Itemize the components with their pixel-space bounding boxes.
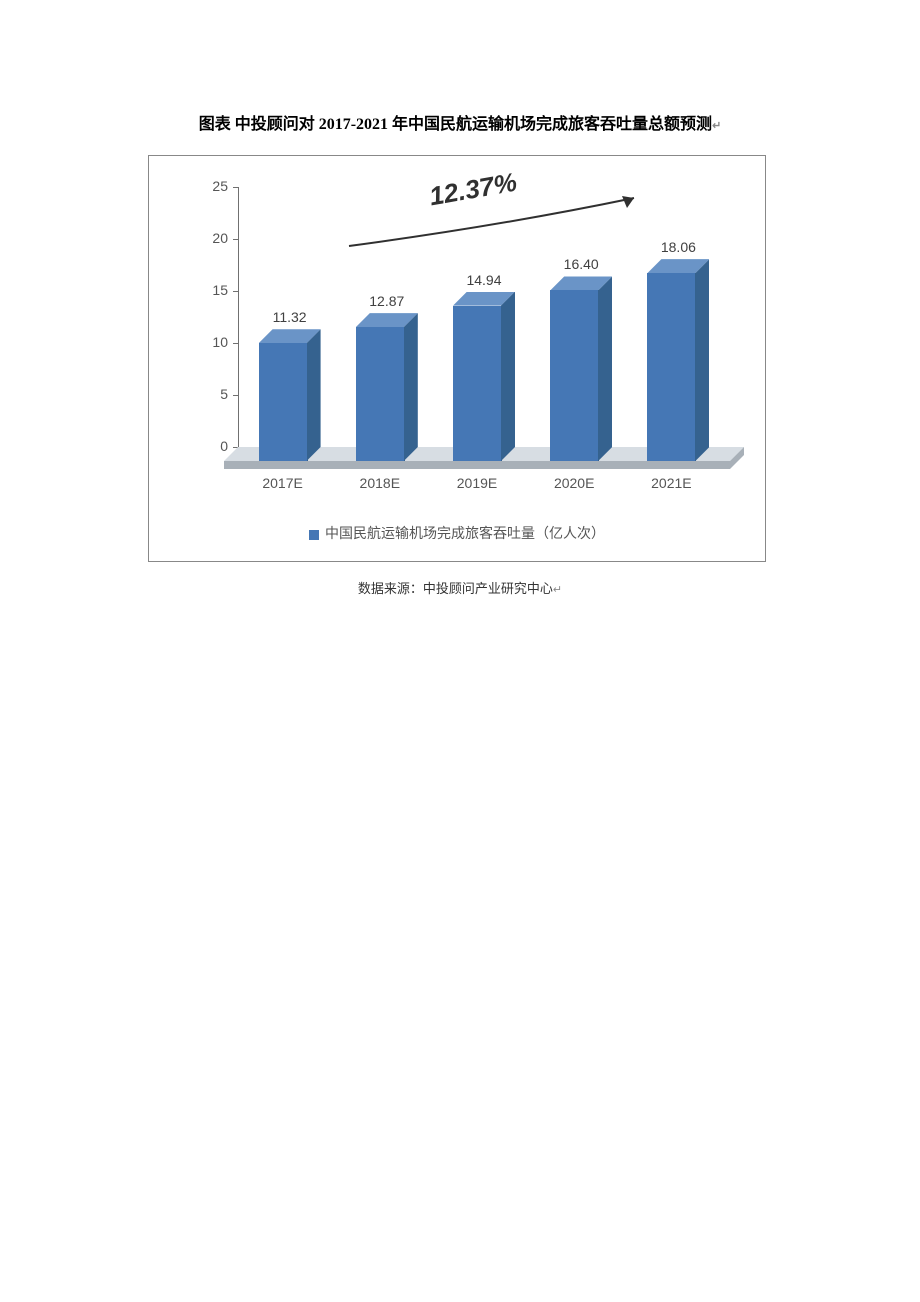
y-axis-line	[238, 187, 239, 447]
x-tick-label: 2020E	[534, 475, 614, 491]
chart-container: 0 5 10 15 20 25 11.32 2017E 12.87 2018E 14.94 2019E…	[148, 155, 766, 562]
y-tick-label: 25	[188, 178, 228, 194]
growth-arrow-icon	[339, 186, 659, 266]
bar-value-label: 12.87	[352, 293, 422, 309]
bar-value-label: 14.94	[449, 272, 519, 288]
bar-side	[598, 276, 612, 461]
y-tick-mark	[233, 343, 238, 344]
bar-side	[404, 313, 418, 461]
source-label: 数据来源：中投顾问产业研究中心↵	[0, 578, 920, 597]
y-tick-mark	[233, 395, 238, 396]
bar-side	[307, 329, 321, 461]
y-tick-label: 15	[188, 282, 228, 298]
page: 图表 中投顾问对 2017-2021 年中国民航运输机场完成旅客吞吐量总额预测↵…	[0, 0, 920, 1302]
y-tick-label: 10	[188, 334, 228, 350]
bar-front	[259, 343, 308, 461]
y-tick-label: 0	[188, 438, 228, 454]
y-tick-mark	[233, 239, 238, 240]
bar-front	[453, 306, 502, 461]
y-tick-label: 5	[188, 386, 228, 402]
legend-text: 中国民航运输机场完成旅客吞吐量（亿人次）	[325, 527, 605, 542]
y-tick-mark	[233, 187, 238, 188]
x-tick-label: 2018E	[340, 475, 420, 491]
bar-front	[356, 327, 405, 461]
y-tick-mark	[233, 291, 238, 292]
bar-value-label: 11.32	[255, 309, 325, 325]
title-newline-mark: ↵	[712, 120, 721, 132]
bar-front	[550, 290, 599, 461]
x-tick-label: 2017E	[243, 475, 323, 491]
floor-front	[224, 461, 730, 469]
legend: 中国民航运输机场完成旅客吞吐量（亿人次）	[149, 523, 765, 543]
x-tick-label: 2019E	[437, 475, 517, 491]
chart-title: 图表 中投顾问对 2017-2021 年中国民航运输机场完成旅客吞吐量总额预测↵	[0, 110, 920, 134]
chart-title-text: 图表 中投顾问对 2017-2021 年中国民航运输机场完成旅客吞吐量总额预测	[199, 116, 712, 133]
bar-side	[501, 292, 515, 461]
x-tick-label: 2021E	[631, 475, 711, 491]
legend-swatch-icon	[309, 530, 319, 540]
bar-front	[647, 273, 696, 461]
source-newline-mark: ↵	[553, 584, 562, 596]
bar-side	[695, 259, 709, 461]
y-tick-label: 20	[188, 230, 228, 246]
source-text: 数据来源：中投顾问产业研究中心	[358, 581, 553, 596]
